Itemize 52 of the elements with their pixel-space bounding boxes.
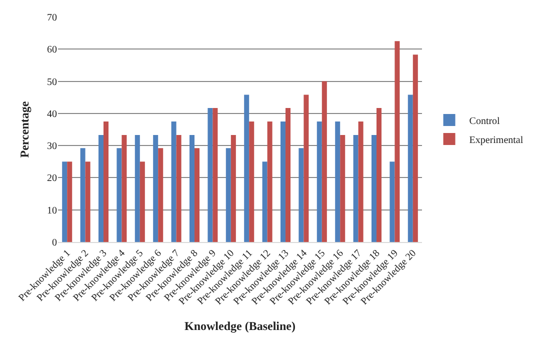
bar xyxy=(358,121,364,242)
bar xyxy=(62,162,68,242)
bar xyxy=(140,162,145,242)
bar xyxy=(189,134,194,242)
bar xyxy=(408,94,413,242)
bar xyxy=(298,148,304,242)
bar xyxy=(353,134,358,242)
legend-label: Control xyxy=(469,116,500,127)
bar xyxy=(376,108,382,242)
bar xyxy=(226,148,231,242)
bar xyxy=(122,134,127,242)
y-tick-label: 30 xyxy=(47,141,57,152)
x-axis-title: Knowledge (Baseline) xyxy=(184,319,296,334)
y-tick-label: 70 xyxy=(47,12,57,24)
bar xyxy=(98,134,104,242)
bar xyxy=(176,134,182,242)
bar xyxy=(244,94,250,242)
bar xyxy=(171,121,176,242)
bar xyxy=(67,162,72,242)
bar xyxy=(286,108,291,242)
bar xyxy=(153,134,158,242)
y-tick-label: 50 xyxy=(47,76,57,88)
bar xyxy=(267,121,272,242)
y-axis-title: Percentage xyxy=(17,100,32,158)
bar xyxy=(208,108,213,242)
bar xyxy=(262,162,268,242)
bar xyxy=(116,148,122,242)
legend-label: Experimental xyxy=(469,134,524,146)
bar xyxy=(280,121,286,242)
bar xyxy=(340,134,346,242)
bar xyxy=(230,134,236,242)
bar xyxy=(249,121,254,242)
bar xyxy=(80,148,86,242)
y-tick-label: 10 xyxy=(47,205,57,216)
bar xyxy=(372,134,376,242)
bar xyxy=(212,108,218,242)
bar xyxy=(158,148,164,242)
bar xyxy=(322,81,327,242)
bar xyxy=(412,54,418,242)
bar xyxy=(304,94,309,242)
y-tick-label: 20 xyxy=(47,173,57,184)
bar xyxy=(316,121,322,242)
y-tick-label: 60 xyxy=(47,44,57,56)
bar xyxy=(134,134,140,242)
bar xyxy=(335,121,340,242)
bar xyxy=(104,121,109,242)
bar xyxy=(85,162,90,242)
bar xyxy=(194,148,200,242)
bar xyxy=(390,162,395,242)
y-tick-label: 40 xyxy=(47,108,57,120)
y-tick-label: 0 xyxy=(52,238,57,248)
bar xyxy=(394,41,400,242)
